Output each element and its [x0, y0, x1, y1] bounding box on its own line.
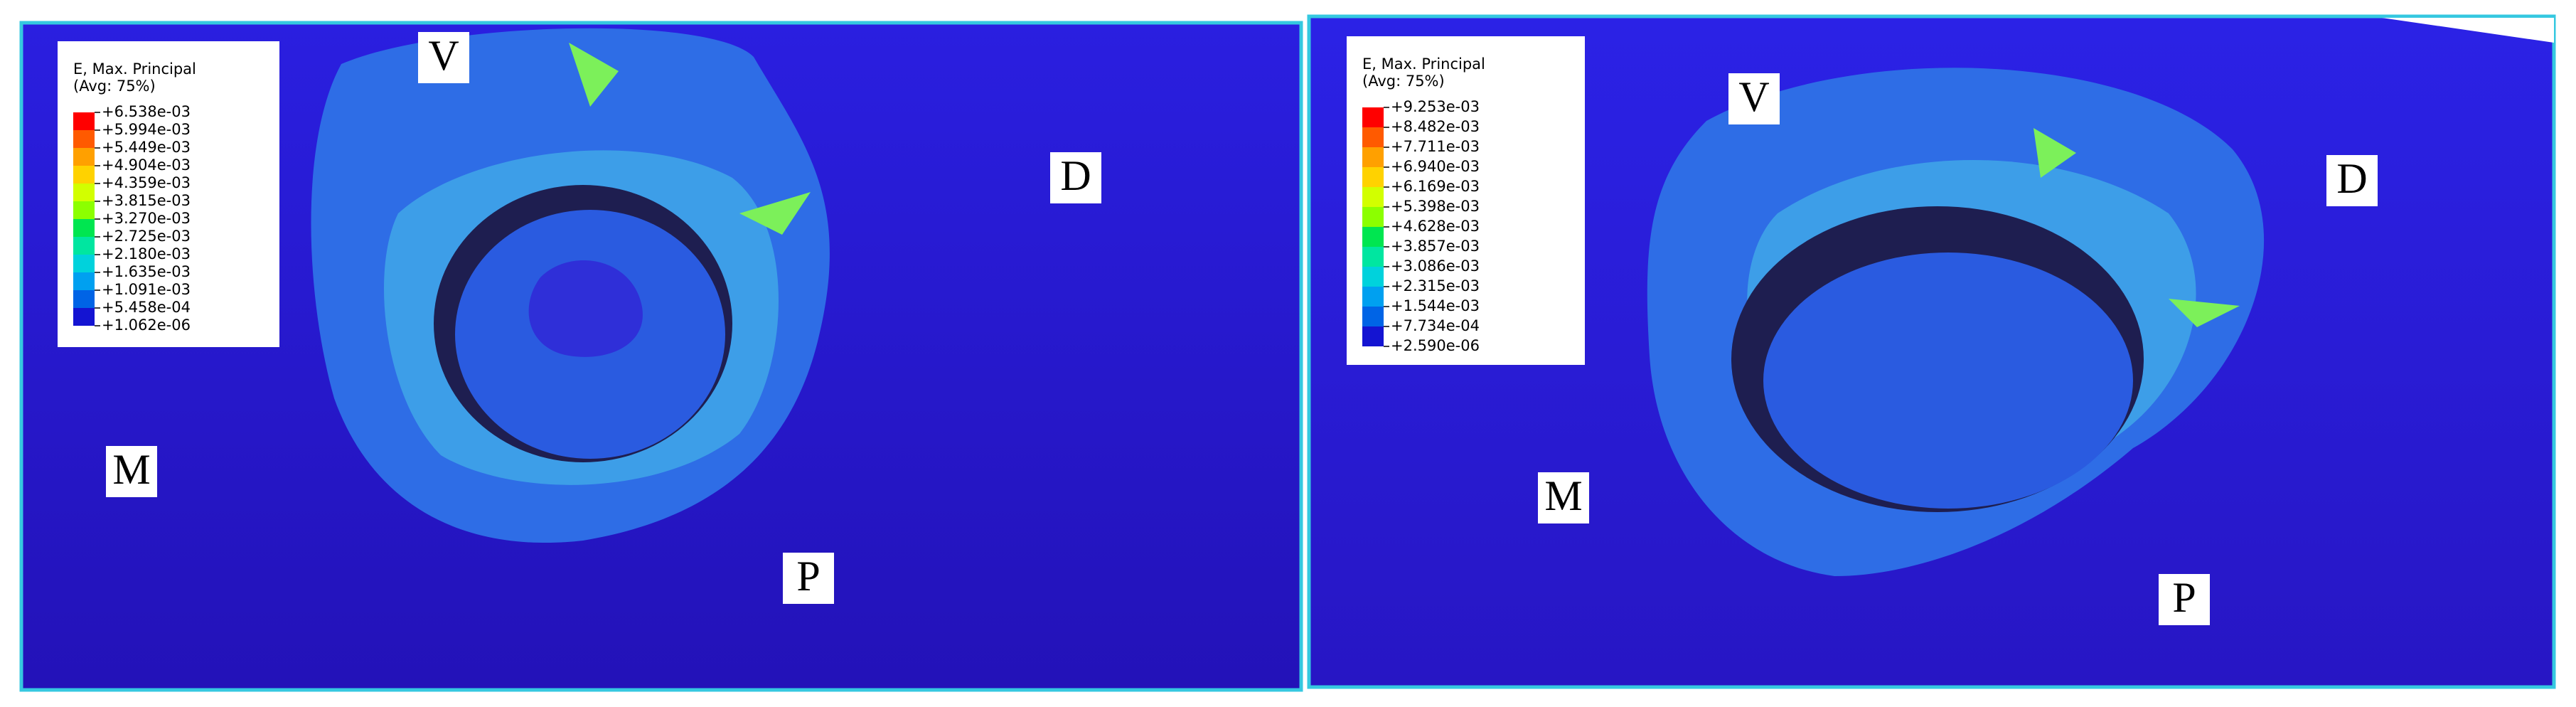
legend-swatch	[1362, 147, 1384, 167]
legend-swatch	[73, 290, 95, 308]
legend: E, Max. Principal(Avg: 75%) +9.253e-03 +8.…	[1347, 36, 1585, 365]
legend-level: +5.994e-03	[102, 121, 191, 138]
legend-level: +1.062e-06	[102, 317, 191, 334]
legend-level: +3.815e-03	[102, 192, 191, 209]
legend-title: E, Max. Principal	[73, 60, 196, 78]
legend-level: +2.590e-06	[1391, 337, 1480, 354]
label-box	[2159, 574, 2210, 625]
legend-swatch	[1362, 247, 1384, 267]
label-box	[418, 32, 469, 83]
direction-label: D	[2336, 155, 2367, 202]
legend-swatch	[1362, 167, 1384, 187]
legend-level: +3.270e-03	[102, 210, 191, 227]
legend-swatch	[1362, 207, 1384, 227]
legend-swatch	[1362, 227, 1384, 247]
direction-label: M	[1544, 472, 1582, 519]
legend-level: +5.458e-04	[102, 299, 191, 316]
legend-level: +3.086e-03	[1391, 257, 1480, 275]
legend-level: +4.359e-03	[102, 174, 191, 191]
legend-level: +6.538e-03	[102, 103, 191, 120]
legend-swatch	[73, 201, 95, 219]
legend-swatch	[73, 255, 95, 272]
legend-swatch	[73, 219, 95, 237]
legend-swatch	[73, 272, 95, 290]
legend-level: +7.734e-04	[1391, 317, 1480, 334]
legend-swatch	[1362, 267, 1384, 287]
legend-level: +4.628e-03	[1391, 218, 1480, 235]
legend-swatch	[1362, 127, 1384, 147]
direction-label: V	[1738, 73, 1769, 120]
legend-swatch	[73, 166, 95, 184]
legend-level: +6.940e-03	[1391, 158, 1480, 175]
legend-level: +5.449e-03	[102, 139, 191, 156]
legend-swatch	[1362, 107, 1384, 127]
legend-box	[1347, 36, 1585, 365]
panel-left	[19, 21, 1303, 692]
label-box	[1050, 152, 1101, 203]
legend-level: +2.315e-03	[1391, 277, 1480, 294]
direction-label: P	[796, 553, 820, 600]
legend-level: +1.544e-03	[1391, 297, 1480, 314]
legend-level: +3.857e-03	[1391, 238, 1480, 255]
legend-level: +1.635e-03	[102, 263, 191, 280]
label-box	[1538, 472, 1589, 523]
legend-level: +7.711e-03	[1391, 138, 1480, 155]
legend-level: +8.482e-03	[1391, 118, 1480, 135]
legend: E, Max. Principal(Avg: 75%)+6.538e-03+5.…	[58, 41, 279, 347]
legend-title: E, Max. Principal	[1362, 55, 1485, 73]
legend-swatch	[1362, 307, 1384, 326]
legend-level: +1.091e-03	[102, 281, 191, 298]
legend-swatch	[73, 130, 95, 148]
legend-subtitle: (Avg: 75%)	[1362, 73, 1445, 90]
direction-label: V	[428, 32, 459, 79]
label-box	[783, 553, 834, 604]
legend-swatch	[1362, 187, 1384, 207]
legend-swatch	[73, 112, 95, 130]
label-box	[106, 446, 157, 497]
legend-level: +2.180e-03	[102, 245, 191, 262]
legend-level: +6.169e-03	[1391, 178, 1480, 195]
legend-swatch	[1362, 287, 1384, 307]
label-box	[1728, 73, 1780, 124]
legend-level: +5.398e-03	[1391, 198, 1480, 215]
panel-right	[1307, 14, 2556, 689]
legend-level: +2.725e-03	[102, 228, 191, 245]
direction-label: P	[2172, 574, 2196, 621]
legend-swatch	[73, 308, 95, 326]
direction-label: D	[1060, 152, 1091, 199]
legend-swatch	[73, 184, 95, 201]
legend-subtitle: (Avg: 75%)	[73, 78, 156, 95]
legend-swatch	[73, 148, 95, 166]
legend-swatch	[1362, 326, 1384, 346]
direction-label: M	[112, 446, 150, 493]
label-box	[2326, 155, 2378, 206]
legend-level: +9.253e-03	[1391, 98, 1480, 115]
legend-swatch	[73, 237, 95, 255]
legend-level: +4.904e-03	[102, 156, 191, 174]
